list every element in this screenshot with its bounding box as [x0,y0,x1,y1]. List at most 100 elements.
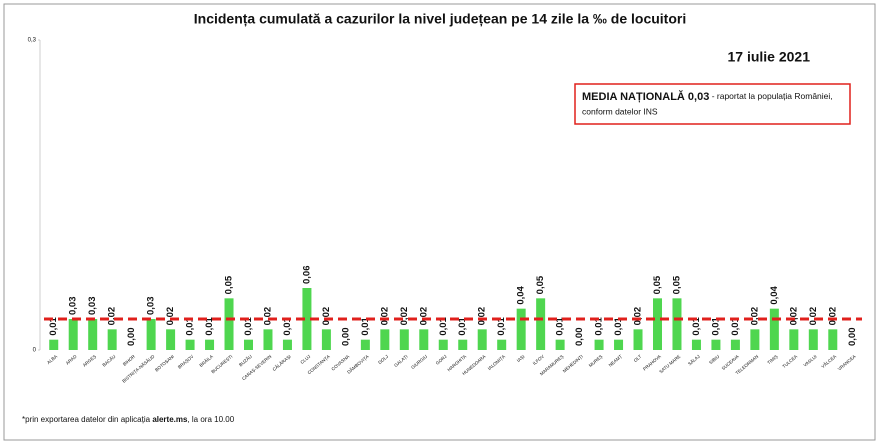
value-label: 0,00 [574,328,585,347]
value-label: 0,05 [652,275,663,294]
value-label: 0,02 [477,307,488,326]
value-label: 0,01 [204,316,215,335]
value-label: 0,04 [769,285,780,304]
value-label: 0,01 [360,316,371,335]
value-label: 0,02 [827,307,838,326]
value-label: 0,02 [808,307,819,326]
value-label: 0,01 [438,316,449,335]
value-label: 0,03 [87,297,98,316]
bar [808,329,818,350]
x-tick-label: ALBA [46,354,58,365]
value-label: 0,00 [340,328,351,347]
value-label: 0,02 [399,307,410,326]
value-label: 0,01 [185,316,196,335]
bar [263,329,273,350]
value-label: 0,02 [321,307,332,326]
value-label: 0,04 [516,285,527,304]
bar [536,298,546,350]
average-box [574,83,851,125]
average-note: conform datelor INS [582,106,658,116]
value-label: 0,01 [594,316,605,335]
value-label: 0,01 [457,316,468,335]
value-label: 0,02 [107,307,118,326]
bar [49,339,59,350]
y-tick-label: 0 [33,348,37,354]
value-label: 0,01 [710,316,721,335]
value-label: 0,01 [243,316,254,335]
value-label: 0,01 [48,316,59,335]
bar [769,308,779,350]
value-label: 0,02 [749,307,760,326]
bar [302,288,312,350]
bar [438,339,448,350]
value-label: 0,01 [730,316,741,335]
bar [730,339,740,350]
x-tick-label: CLUJ [299,354,311,365]
value-label: 0,01 [613,316,624,335]
bar [711,339,721,350]
chart-title: Incidența cumulată a cazurilor la nivel … [194,11,686,27]
value-label: 0,00 [126,328,137,347]
value-label: 0,02 [262,307,273,326]
x-tick-label: DOLJ [377,354,389,365]
value-label: 0,02 [379,307,390,326]
value-label: 0,01 [496,316,507,335]
bar [321,329,331,350]
value-label: 0,03 [68,297,79,316]
bar [399,329,409,350]
bar [477,329,487,350]
value-label: 0,02 [788,307,799,326]
bar [555,339,565,350]
x-tick-label: SIBIU [708,354,720,365]
bar [516,308,526,350]
value-label: 0,02 [418,307,429,326]
bar [419,329,429,350]
value-label: 0,02 [633,307,644,326]
frame [3,3,876,441]
date: 17 iulie 2021 [727,49,810,65]
value-label: 0,01 [555,316,566,335]
value-label: 0,01 [691,316,702,335]
value-label: 0,05 [671,275,682,294]
bar [672,298,682,350]
bar [380,329,390,350]
bar [224,298,234,350]
bar [458,339,468,350]
bar [497,339,507,350]
bar [205,339,215,350]
bar [146,319,156,350]
x-tick-label: TIMIȘ [766,354,778,366]
x-tick-label: OLT [633,354,643,363]
bar [594,339,604,350]
value-label: 0,05 [224,275,235,294]
bar [789,329,799,350]
bar [750,329,760,350]
bar [614,339,624,350]
footnote-part: *prin exportarea datelor din aplicația [22,415,152,424]
x-tick-label: GORJ [435,354,448,366]
value-label: 0,05 [535,275,546,294]
bar [360,339,370,350]
footnote-part: alerte.ms [152,415,188,424]
bar [107,329,117,350]
average-label: MEDIA NAȚIONALĂ 0,03 [582,90,709,103]
bar [88,319,98,350]
bar [166,329,176,350]
value-label: 0,02 [165,307,176,326]
value-label: 0,00 [847,328,858,347]
value-label: 0,01 [282,316,293,335]
bar [244,339,253,350]
bar [633,329,643,350]
bar [691,339,701,350]
average-note: - raportat la populația României, [709,91,832,101]
y-tick-label: 0,3 [28,38,37,44]
footnote-part: , la ora 10.00 [187,415,234,424]
bar [185,339,195,350]
value-label: 0,06 [301,266,312,285]
bar [828,329,838,350]
average-text: MEDIA NAȚIONALĂ 0,03 - raportat la popul… [582,90,833,103]
bar [282,339,292,350]
x-tick-label: IAȘI [516,354,526,363]
bar [653,298,662,350]
